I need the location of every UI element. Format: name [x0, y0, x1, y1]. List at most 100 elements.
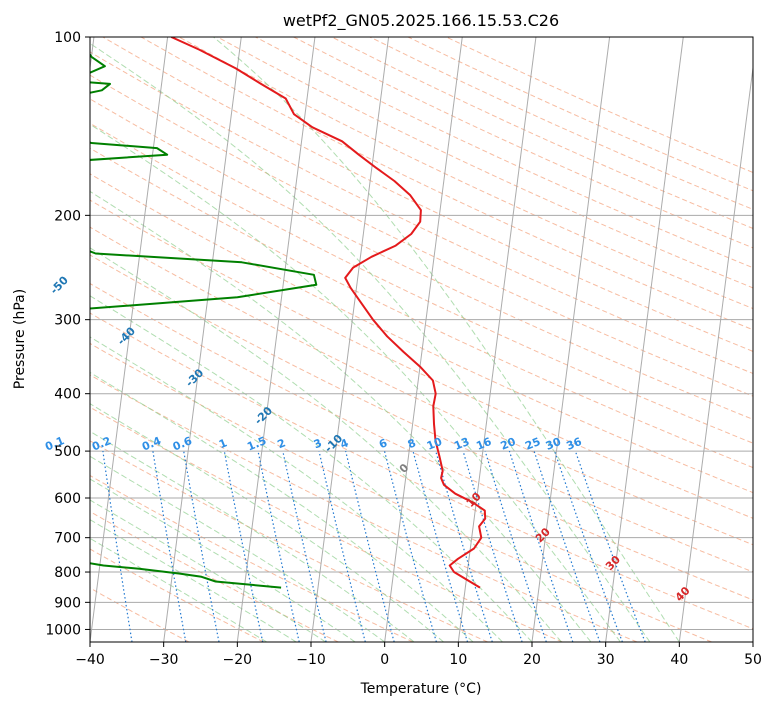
dry-adiabat-line	[90, 312, 753, 630]
mixing-ratio-line	[183, 450, 220, 642]
dry-adiabat-label: 20	[533, 525, 553, 545]
mixing-ratio-line	[223, 450, 264, 642]
dry-adiabat-line	[90, 122, 753, 444]
x-tick-label: −40	[75, 652, 105, 668]
x-tick-label: 0	[380, 652, 389, 668]
dry-adiabat-line	[102, 37, 753, 352]
x-tick-label: 20	[523, 652, 541, 668]
mixing-ratio-line	[412, 450, 469, 642]
dry-adiabat-line	[90, 51, 753, 375]
dry-adiabat-line	[90, 173, 753, 494]
x-tick-label: 40	[670, 652, 688, 668]
dry-adiabat-label: 40	[673, 584, 693, 604]
mixing-ratio-line	[574, 450, 646, 642]
moist-adiabat-label: -20	[252, 404, 275, 427]
x-tick-label: 10	[449, 652, 467, 668]
y-tick-label: 400	[54, 387, 81, 403]
isotherm-line	[384, 37, 463, 642]
moist-adiabat-label: -50	[48, 273, 71, 296]
isotherm-line	[752, 638, 753, 642]
y-tick-label: 800	[54, 565, 81, 581]
mixing-ratio-label: 6	[377, 436, 389, 451]
isotherm-line	[90, 37, 169, 642]
isotherm-line	[678, 63, 753, 642]
mixing-ratio-label: 25	[523, 435, 542, 453]
mixing-ratio-label: 13	[452, 435, 471, 453]
mixing-ratio-label: 16	[474, 435, 493, 453]
temperature-profile-line	[170, 37, 487, 589]
moist-adiabat-line	[90, 478, 356, 642]
moist-adiabat-line	[90, 537, 268, 642]
mixing-ratio-line	[102, 451, 133, 642]
x-tick-label: −10	[296, 652, 326, 668]
moist-adiabat-line	[90, 123, 621, 642]
moist-adiabat-line	[90, 430, 415, 642]
dry-adiabat-line	[90, 374, 638, 642]
dry-adiabat-line	[178, 37, 753, 310]
mixing-ratio-label: 2	[276, 436, 288, 451]
dry-adiabat-line	[407, 37, 753, 192]
moist-adiabat-label: -60	[0, 226, 4, 249]
dry-adiabat-label: 30	[603, 553, 623, 573]
dry-adiabat-line	[90, 199, 753, 519]
isotherm-line	[531, 37, 611, 642]
moist-adiabat-line	[90, 455, 385, 642]
mixing-ratio-label: 20	[499, 435, 518, 453]
mixing-ratio-line	[345, 450, 395, 642]
mixing-ratio-label: 3	[312, 436, 324, 451]
y-tick-label: 600	[54, 491, 81, 507]
y-tick-label: 200	[54, 208, 81, 224]
mixing-ratio-label: 1	[217, 436, 229, 451]
mixing-ratio-line	[508, 450, 574, 642]
moist-adiabat-label: -30	[183, 366, 206, 389]
moist-adiabat-label: -40	[115, 324, 138, 347]
dry-adiabat-line	[90, 440, 488, 642]
isotherm-line	[605, 37, 684, 642]
mixing-ratio-line	[152, 451, 187, 642]
dewpoint-profile-line	[90, 52, 318, 589]
y-tick-label: 900	[54, 595, 81, 611]
x-tick-label: −20	[223, 652, 253, 668]
x-axis-label: Temperature (°C)	[360, 681, 482, 697]
x-tick-label: 50	[744, 652, 762, 668]
y-tick-label: 300	[54, 313, 81, 329]
dry-adiabat-line	[331, 37, 753, 230]
y-axis-label: Pressure (hPa)	[12, 289, 28, 389]
plot-frame	[89, 36, 754, 643]
dry-adiabat-line	[255, 37, 753, 269]
mixing-ratio-line	[533, 450, 601, 642]
moist-adiabat-line	[90, 403, 444, 642]
y-tick-label: 100	[54, 30, 81, 46]
isotherm-line	[236, 37, 316, 642]
dry-adiabat-line	[90, 147, 753, 469]
mixing-ratio-line	[462, 450, 523, 642]
chart-title: wetPf2_GN05.2025.166.15.53.C26	[283, 11, 559, 31]
y-tick-label: 500	[54, 444, 81, 460]
isotherm-line	[310, 37, 390, 642]
isotherm-line	[457, 37, 537, 642]
mixing-ratio-line	[257, 450, 300, 642]
mixing-ratio-line	[484, 450, 547, 642]
dry-adiabat-line	[90, 74, 753, 397]
mixing-ratio-line	[383, 450, 437, 642]
mixing-ratio-line	[282, 450, 327, 642]
dry-adiabat-line	[90, 282, 753, 601]
plot-area	[90, 37, 753, 642]
moist-adiabat-line	[90, 190, 592, 642]
moist-adiabat-line	[213, 37, 680, 642]
mixing-ratio-label: 30	[544, 435, 563, 453]
x-tick-label: 30	[597, 652, 615, 668]
isotherm-line	[163, 37, 242, 642]
mixing-ratio-line	[435, 450, 493, 642]
moist-adiabat-line	[90, 247, 562, 642]
y-tick-label: 700	[54, 531, 81, 547]
mixing-ratio-label: 8	[406, 436, 418, 451]
dry-adiabat-line	[217, 37, 753, 289]
moist-adiabat-line	[90, 295, 533, 642]
moist-adiabat-line	[90, 519, 297, 642]
mixing-ratio-line	[318, 450, 366, 642]
dry-adiabat-line	[140, 37, 753, 331]
mixing-ratio-label: 10	[425, 435, 444, 453]
